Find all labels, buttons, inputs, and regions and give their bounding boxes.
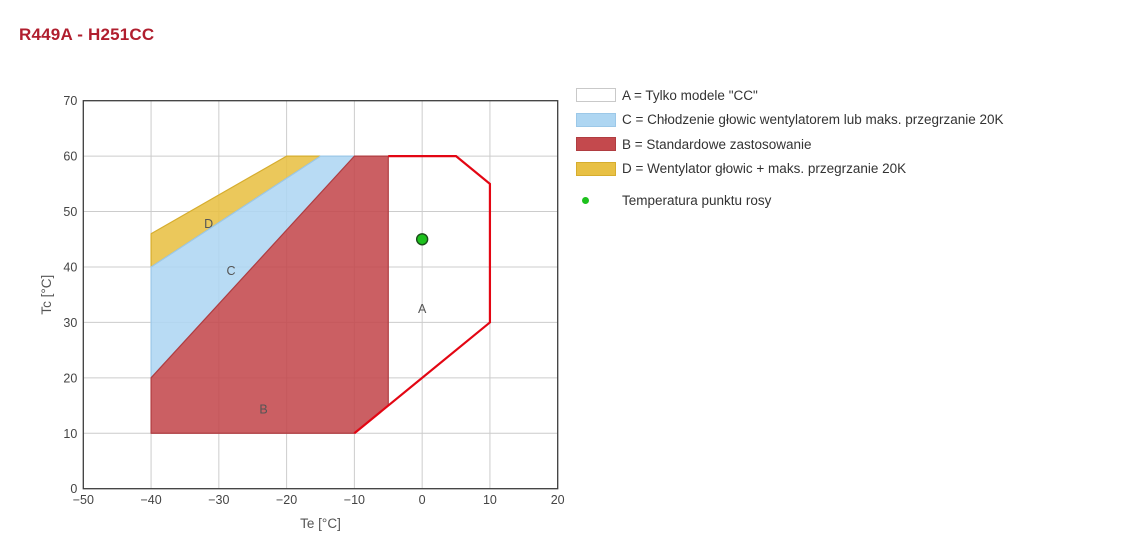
legend-swatch	[576, 137, 616, 152]
y-tick-label: 50	[63, 205, 77, 219]
region-d-label: D	[204, 217, 213, 231]
x-tick-label: 0	[419, 493, 426, 507]
x-axis-title: Te [°C]	[300, 516, 341, 531]
legend-item-label: D = Wentylator głowic + maks. przegrzani…	[622, 161, 907, 177]
x-tick-label: −30	[208, 493, 229, 507]
dew-point-icon	[582, 196, 589, 204]
y-tick-label: 10	[63, 427, 77, 441]
dew-point-marker	[415, 233, 429, 246]
legend-swatch	[576, 161, 616, 176]
x-tick-label: −50	[73, 493, 94, 507]
legend-item-label: A = Tylko modele "CC"	[622, 87, 758, 103]
x-tick-label: −40	[140, 493, 161, 507]
legend-item: D = Wentylator głowic + maks. przegrzani…	[576, 157, 1121, 182]
legend-item-label: B = Standardowe zastosowanie	[622, 136, 812, 152]
y-tick-label: 0	[70, 482, 77, 496]
y-tick-label: 40	[63, 260, 77, 274]
legend-item-label: Temperatura punktu rosy	[622, 192, 772, 208]
x-tick-label: 10	[483, 493, 497, 507]
region-a-label: A	[418, 302, 427, 316]
region-b-label: B	[259, 402, 267, 416]
y-axis-title: Tc [°C]	[39, 275, 54, 315]
x-tick-label: 20	[551, 493, 565, 507]
region-c-label: C	[227, 264, 236, 278]
legend: A = Tylko modele "CC" C = Chłodzenie głow…	[576, 83, 1121, 213]
legend-swatch	[576, 112, 616, 127]
legend-item: B = Standardowe zastosowanie	[576, 132, 1121, 157]
plot-border	[82, 100, 559, 490]
y-tick-label: 30	[63, 316, 77, 330]
legend-swatch	[576, 88, 616, 103]
page-title: R449A - H251CC	[19, 25, 155, 44]
y-tick-label: 60	[63, 150, 77, 164]
legend-item: C = Chłodzenie głowic wentylatorem lub m…	[576, 108, 1121, 133]
envelope-outline	[353, 155, 492, 435]
legend-item: A = Tylko modele "CC"	[576, 83, 1121, 108]
y-tick-label: 20	[63, 371, 77, 385]
x-tick-label: −10	[344, 493, 365, 507]
x-tick-label: −20	[276, 493, 297, 507]
legend-item-dew-point: Temperatura punktu rosy	[576, 188, 1121, 213]
y-tick-label: 70	[63, 94, 77, 108]
legend-item-label: C = Chłodzenie głowic wentylatorem lub m…	[622, 112, 1004, 128]
